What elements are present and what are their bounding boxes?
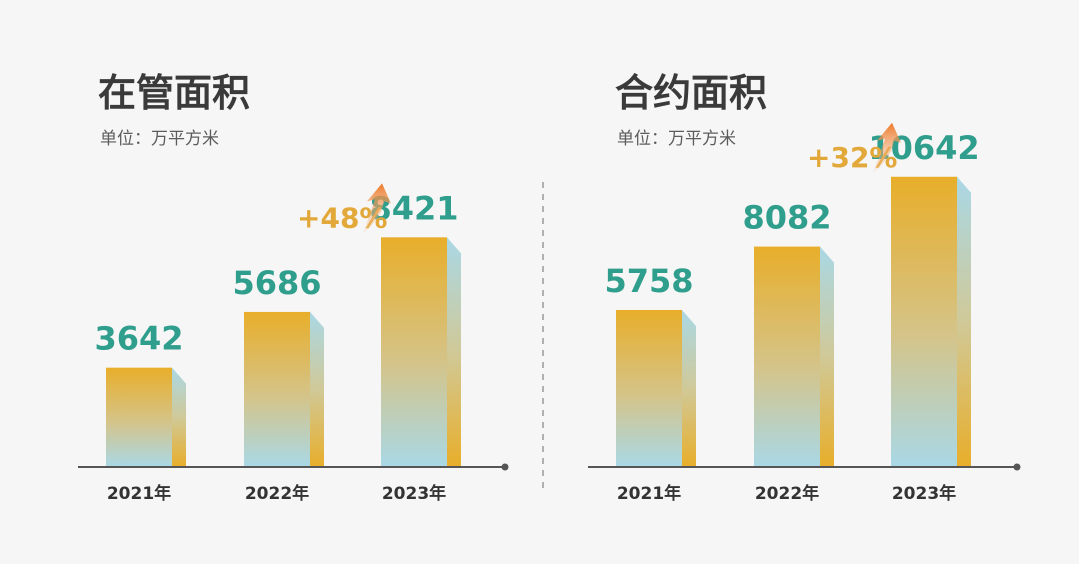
bar-2 (381, 237, 447, 467)
unit-label-managed-area: 单位：万平方米 (100, 129, 219, 149)
bar-side-0 (172, 367, 186, 467)
x-tick-label-1: 2022年 (755, 483, 819, 504)
value-label-1: 5686 (232, 264, 321, 302)
x-tick-label-0: 2021年 (617, 483, 681, 504)
bar-side-1 (820, 246, 834, 467)
x-tick-label-2: 2023年 (382, 483, 446, 504)
bar-1 (244, 311, 310, 467)
up-arrow-icon (873, 122, 901, 173)
x-axis-end-dot (1013, 463, 1021, 471)
bar-side-0 (682, 309, 696, 467)
bar-2 (891, 176, 957, 467)
x-tick-label-0: 2021年 (107, 483, 171, 504)
bar-side-2 (447, 237, 461, 467)
x-axis-end-dot (501, 463, 509, 471)
bar-0 (106, 367, 172, 467)
chart-title-managed-area: 在管面积 (98, 71, 250, 115)
value-label-0: 3642 (94, 320, 183, 358)
chart-title-contracted-area: 合约面积 (615, 71, 767, 115)
x-tick-label-1: 2022年 (245, 483, 309, 504)
bar-side-1 (310, 311, 324, 467)
bar-1 (754, 246, 820, 467)
x-tick-label-2: 2023年 (892, 483, 956, 504)
unit-label-contracted-area: 单位：万平方米 (617, 129, 736, 149)
value-label-1: 8082 (742, 199, 831, 237)
bar-side-2 (957, 176, 971, 467)
up-arrow-icon (363, 183, 391, 234)
bar-0 (616, 309, 682, 467)
value-label-0: 5758 (604, 262, 693, 300)
